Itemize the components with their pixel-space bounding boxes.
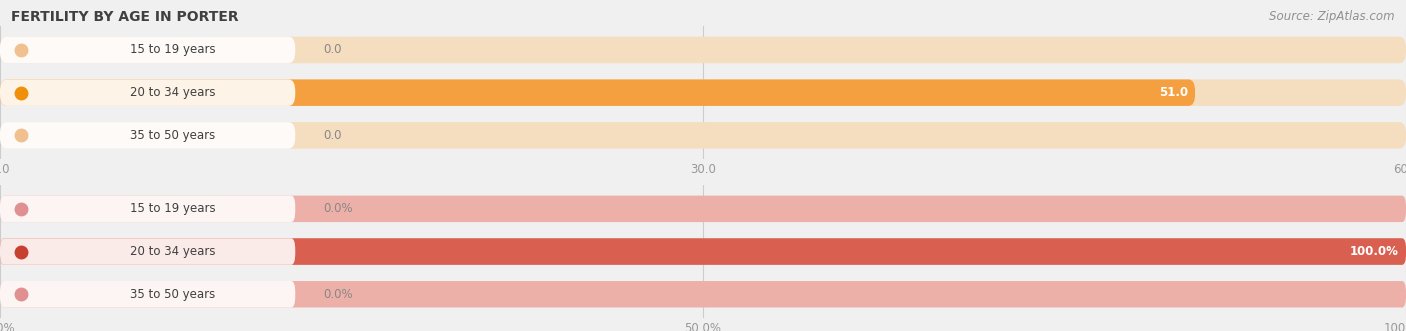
Text: 0.0%: 0.0% — [323, 288, 353, 301]
FancyBboxPatch shape — [0, 238, 1406, 265]
FancyBboxPatch shape — [0, 281, 295, 307]
FancyBboxPatch shape — [0, 238, 1406, 265]
FancyBboxPatch shape — [0, 196, 1406, 222]
FancyBboxPatch shape — [0, 79, 1406, 106]
Text: 0.0%: 0.0% — [323, 202, 353, 215]
Text: 100.0%: 100.0% — [1350, 245, 1399, 258]
FancyBboxPatch shape — [0, 122, 295, 149]
Text: FERTILITY BY AGE IN PORTER: FERTILITY BY AGE IN PORTER — [11, 10, 239, 24]
Text: 15 to 19 years: 15 to 19 years — [129, 202, 215, 215]
FancyBboxPatch shape — [0, 79, 295, 106]
Text: 0.0: 0.0 — [323, 129, 342, 142]
Text: 20 to 34 years: 20 to 34 years — [129, 245, 215, 258]
Text: 51.0: 51.0 — [1159, 86, 1188, 99]
Text: 35 to 50 years: 35 to 50 years — [131, 288, 215, 301]
Text: 20 to 34 years: 20 to 34 years — [129, 86, 215, 99]
FancyBboxPatch shape — [0, 37, 1406, 63]
FancyBboxPatch shape — [0, 281, 1406, 307]
Text: 35 to 50 years: 35 to 50 years — [131, 129, 215, 142]
Text: Source: ZipAtlas.com: Source: ZipAtlas.com — [1270, 10, 1395, 23]
Text: 15 to 19 years: 15 to 19 years — [129, 43, 215, 57]
FancyBboxPatch shape — [0, 196, 295, 222]
FancyBboxPatch shape — [0, 79, 1195, 106]
Text: 0.0: 0.0 — [323, 43, 342, 57]
FancyBboxPatch shape — [0, 122, 1406, 149]
FancyBboxPatch shape — [0, 238, 295, 265]
FancyBboxPatch shape — [0, 37, 295, 63]
